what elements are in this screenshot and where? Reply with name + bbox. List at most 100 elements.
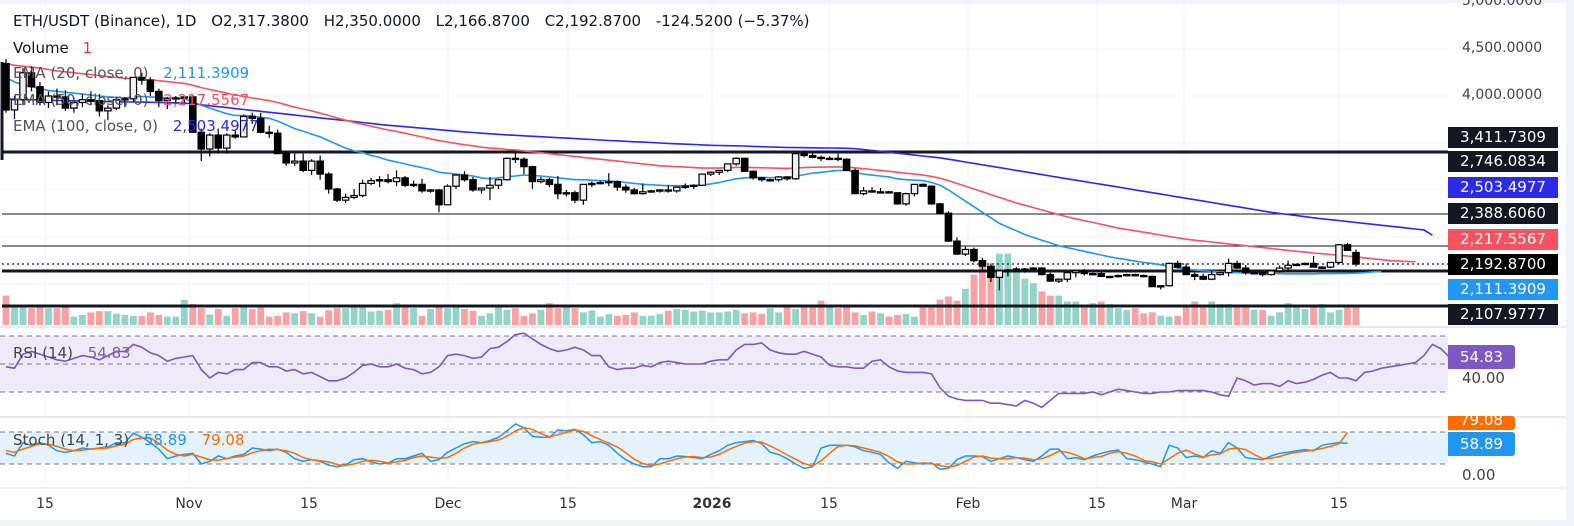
candle-body	[197, 131, 206, 150]
candle-body	[1012, 268, 1021, 271]
candle	[970, 247, 978, 263]
candle	[1004, 268, 1012, 277]
volume-bar	[1267, 315, 1275, 325]
candle-body	[1309, 262, 1318, 268]
ema100-legend[interactable]: EMA (100, close, 0) 2,503.4977	[13, 117, 263, 135]
candle	[1182, 263, 1190, 276]
candle-body	[605, 180, 613, 184]
candle-body	[630, 189, 639, 195]
volume-bar	[1344, 304, 1351, 325]
candle-body	[1301, 262, 1309, 266]
volume-bar	[1301, 309, 1309, 325]
candle	[435, 189, 443, 213]
ema20-legend[interactable]: EMA (20, close, 0) 2,111.3909	[13, 64, 253, 82]
candle	[562, 189, 571, 197]
volume-bar	[970, 274, 978, 325]
candle-body	[358, 182, 367, 197]
price-tag-ema100: 2,503.4977	[1448, 177, 1558, 198]
volume-legend[interactable]: Volume 1	[13, 39, 96, 57]
candle-body	[1055, 278, 1063, 282]
rsi-legend[interactable]: RSI (14) 54.83	[13, 344, 135, 362]
candle-body	[248, 115, 257, 119]
candle-body	[537, 179, 545, 183]
volume-label: Volume	[13, 39, 69, 57]
candle	[1258, 271, 1267, 277]
candle	[774, 175, 783, 182]
candle-body	[885, 191, 893, 194]
candle	[613, 180, 622, 191]
volume-bar	[537, 309, 545, 325]
candle-body	[562, 192, 571, 195]
top-edge	[0, 0, 1574, 3]
volume-bar	[435, 307, 443, 325]
volume-bar	[1225, 304, 1233, 325]
volume-bar	[316, 316, 324, 325]
candle	[1207, 270, 1216, 281]
candle-body	[222, 134, 231, 149]
candle-body	[324, 173, 333, 190]
volume-bar	[571, 308, 579, 325]
candle	[605, 173, 613, 187]
price-tag-level: 2,388.6060	[1448, 203, 1558, 224]
candle	[19, 68, 27, 106]
candle	[1250, 271, 1258, 275]
volume-bar	[155, 314, 163, 325]
candle-body	[1241, 267, 1250, 274]
candle	[27, 66, 36, 92]
volume-bar	[486, 313, 494, 325]
volume-bar	[860, 314, 867, 325]
volume-bar	[851, 312, 859, 325]
candle-body	[256, 117, 265, 133]
price-tag-last-close: 2,192.8700	[1448, 254, 1558, 275]
candle	[825, 156, 834, 161]
stoch-legend[interactable]: Stoch (14, 1, 3) 58.89 79.08	[13, 431, 249, 449]
candle	[740, 157, 749, 172]
ema50-line	[5, 62, 1416, 263]
candle	[902, 192, 910, 206]
candle	[817, 155, 825, 162]
candle	[987, 263, 995, 282]
candle	[834, 153, 842, 162]
volume-bar	[681, 309, 689, 325]
candle-body	[1139, 274, 1148, 278]
candle	[588, 181, 596, 188]
volume-bar	[214, 309, 222, 325]
candle-body	[588, 182, 596, 186]
volume-bar	[1131, 308, 1139, 325]
volume-bar	[180, 299, 188, 325]
candle	[197, 128, 206, 162]
candle-body	[579, 183, 588, 201]
candle	[1148, 275, 1157, 288]
volume-bar	[197, 308, 205, 325]
candle	[1224, 258, 1233, 277]
candle	[70, 97, 78, 113]
candle-body	[1335, 244, 1343, 264]
candle-body	[953, 240, 961, 255]
candle	[443, 184, 452, 206]
candle-body	[1097, 273, 1106, 278]
candle	[571, 190, 579, 203]
candle	[112, 96, 121, 110]
volume-bar	[707, 312, 715, 325]
candle	[919, 183, 927, 187]
candle-body	[868, 190, 876, 193]
candle	[1173, 260, 1182, 269]
candle	[808, 152, 817, 159]
candle	[452, 174, 460, 189]
candle	[146, 77, 155, 96]
horizontal-levels[interactable]	[0, 62, 1448, 308]
ema50-legend[interactable]: EMA (50, close, 0) 2,217.5567	[13, 91, 253, 109]
ema50-value: 2,217.5567	[163, 91, 250, 109]
candle	[231, 129, 240, 139]
volume-bar	[189, 304, 197, 325]
candle-body	[876, 191, 885, 194]
volume-bar	[163, 316, 171, 325]
candle-body	[146, 79, 155, 92]
volume-bar	[664, 310, 672, 325]
candle	[1038, 267, 1046, 276]
candle-body	[834, 157, 842, 161]
volume-bar	[308, 313, 316, 325]
volume-bar	[1080, 304, 1088, 325]
